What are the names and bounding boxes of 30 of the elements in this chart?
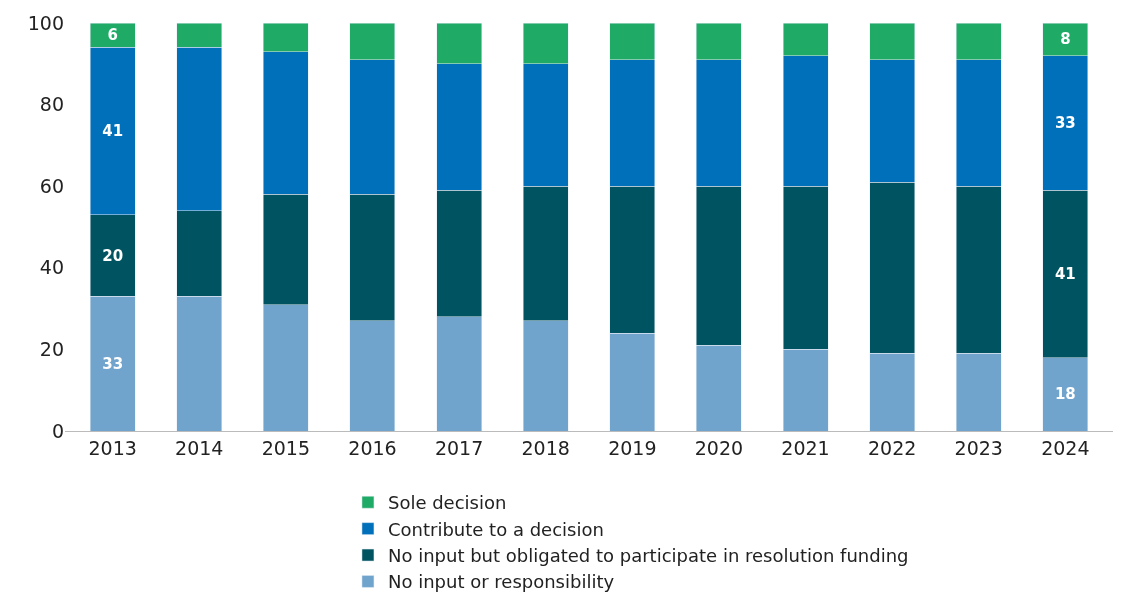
data-label: 41 bbox=[1054, 264, 1076, 283]
x-tick-label: 2022 bbox=[867, 436, 917, 459]
x-tick-label: 2024 bbox=[1041, 436, 1090, 459]
legend-label: Sole decision bbox=[387, 492, 507, 514]
legend-label: Contribute to a decision bbox=[387, 518, 604, 540]
data-label: 20 bbox=[102, 246, 124, 265]
x-tick-label: 2015 bbox=[261, 436, 311, 459]
data-label: 33 bbox=[102, 354, 124, 373]
y-tick-label: 20 bbox=[39, 338, 64, 361]
y-tick-label: 80 bbox=[39, 93, 64, 116]
data-label: 8 bbox=[1060, 30, 1071, 49]
legend-label: No input or responsibility bbox=[387, 571, 615, 593]
x-tick-label: 2021 bbox=[781, 436, 830, 459]
data-label: 18 bbox=[1054, 385, 1076, 404]
x-tick-label: 2020 bbox=[694, 436, 744, 459]
y-tick-label: 40 bbox=[39, 256, 64, 279]
x-tick-label: 2018 bbox=[521, 436, 570, 459]
legend-label: No input but obligated to participate in resolution funding bbox=[387, 545, 909, 567]
x-tick-label: 2017 bbox=[434, 436, 484, 459]
x-tick-label: 2013 bbox=[88, 436, 137, 459]
data-label: 33 bbox=[1054, 113, 1076, 132]
data-label: 6 bbox=[107, 26, 118, 45]
x-tick-label: 2019 bbox=[608, 436, 657, 459]
data-label: 41 bbox=[102, 122, 124, 141]
x-tick-label: 2023 bbox=[954, 436, 1003, 459]
y-tick-label: 0 bbox=[51, 419, 64, 442]
x-tick-label: 2016 bbox=[348, 436, 397, 459]
x-tick-label: 2014 bbox=[175, 436, 224, 459]
y-tick-label: 100 bbox=[27, 11, 64, 34]
y-tick-label: 60 bbox=[39, 174, 64, 197]
